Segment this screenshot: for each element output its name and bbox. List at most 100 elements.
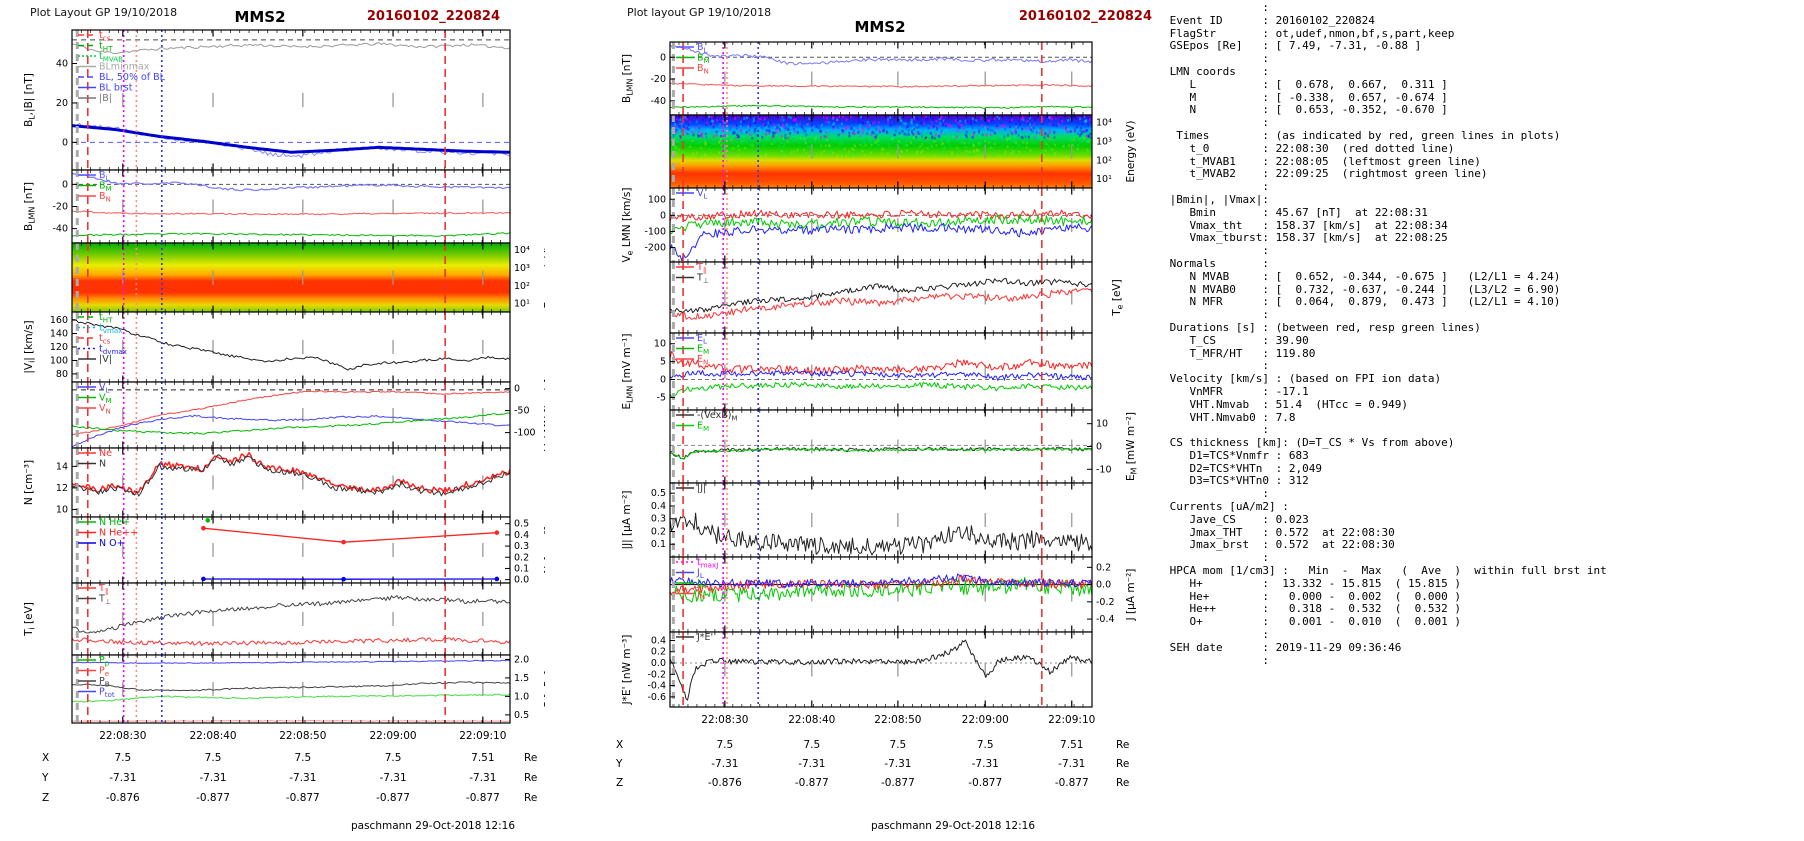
event-id-left: 20160102_220824 [366, 9, 500, 24]
svg-text:JN: JN [696, 589, 705, 602]
svg-text:VL: VL [697, 188, 708, 201]
svg-text:BL,|B| [nT]: BL,|B| [nT] [23, 73, 37, 127]
series-BL [71, 172, 511, 192]
svg-text:22:09:00: 22:09:00 [369, 730, 416, 742]
svg-text:-20: -20 [650, 74, 666, 85]
svg-text:7.5: 7.5 [977, 739, 994, 751]
svg-text:J*E' [nW m⁻³]: J*E' [nW m⁻³] [621, 635, 633, 706]
series-Tperp [71, 595, 511, 634]
svg-text:0: 0 [62, 179, 68, 190]
svg-text:10³: 10³ [514, 263, 530, 274]
series-VeM [669, 214, 1093, 234]
svg-text:tcs: tcs [99, 333, 111, 346]
svg-text:N [cm⁻³]: N [cm⁻³] [23, 460, 35, 505]
plot-layout-label-left: Plot Layout GP 19/10/2018 [30, 6, 178, 19]
svg-text:VN: VN [99, 403, 111, 416]
series-VexBM [669, 446, 1093, 460]
ephemeris-table: X 7.5 7.5 7.5 7.5 7.51 Re Y -7.31 -7.31 -7.31 -7.31… [41, 752, 537, 804]
svg-text:BM: BM [697, 53, 710, 66]
svg-text:0.3: 0.3 [514, 541, 529, 552]
svg-text:-0.4: -0.4 [647, 681, 666, 692]
series-EL [669, 370, 1093, 381]
svg-text:7.51: 7.51 [471, 752, 494, 764]
svg-text:22:08:30: 22:08:30 [99, 730, 146, 742]
svg-text:40: 40 [56, 59, 68, 70]
svg-text:-7.31: -7.31 [109, 772, 136, 784]
svg-text:7.5: 7.5 [890, 739, 907, 751]
svg-text:-10: -10 [1096, 464, 1112, 475]
svg-text:-50: -50 [514, 406, 530, 417]
svg-text:7.5: 7.5 [114, 752, 131, 764]
svg-text:-0.6: -0.6 [647, 692, 666, 703]
plot-column-middle: 0 -20 -40 BLMN [nT] BL BM BN 10⁴ 10³ 10² 10¹ Energy… [540, 0, 1165, 841]
svg-text:-20: -20 [52, 202, 68, 213]
svg-text:22:09:10: 22:09:10 [459, 730, 506, 742]
svg-text:Pe: Pe [99, 666, 109, 679]
series-Teperp [669, 277, 1093, 315]
svg-text:-7.31: -7.31 [1058, 758, 1085, 770]
svg-text:7.5: 7.5 [294, 752, 311, 764]
svg-text:0: 0 [660, 375, 666, 386]
series-JE [669, 639, 1093, 701]
svg-text:Energy (eV): Energy (eV) [1125, 121, 1137, 183]
svg-text:0.0: 0.0 [651, 658, 666, 669]
svg-text:10⁴: 10⁴ [514, 245, 530, 256]
svg-text:0.5: 0.5 [651, 488, 666, 499]
svg-text:BL: BL [99, 170, 110, 183]
svg-text:0.3: 0.3 [651, 514, 666, 525]
svg-text:EL: EL [697, 333, 707, 346]
svg-text:100: 100 [50, 355, 68, 366]
panel-vi-abs: 80 100 120 140 160 |Vi| [km/s] tHTtvmaxtcstdvm… [23, 311, 511, 383]
svg-text:0: 0 [660, 52, 666, 63]
svg-text:-7.31: -7.31 [379, 772, 406, 784]
svg-text:0.4: 0.4 [651, 635, 666, 646]
svg-text:-0.877: -0.877 [376, 792, 410, 804]
svg-text:0.1: 0.1 [651, 539, 666, 550]
series-JL [669, 573, 1093, 588]
svg-text:BM: BM [99, 181, 112, 194]
svg-text:22:09:10: 22:09:10 [1048, 714, 1095, 726]
svg-text:2.0: 2.0 [514, 654, 529, 665]
time-axis: 22:08:30 22:08:40 22:08:50 22:09:00 22:09:10 [99, 730, 506, 742]
svg-text:|J|: |J| [697, 483, 706, 494]
time-axis: 22:08:30 22:08:40 22:08:50 22:09:00 22:09:10 [701, 714, 1095, 726]
series-Ptot [71, 659, 511, 664]
svg-text:0.2: 0.2 [514, 552, 529, 563]
svg-text:|J| [µA m⁻²]: |J| [µA m⁻²] [621, 491, 633, 550]
svg-text:BLMN [nT]: BLMN [nT] [621, 54, 635, 103]
svg-text:BLminmax: BLminmax [99, 62, 150, 73]
series-EN [669, 351, 1093, 376]
svg-text:-100: -100 [514, 428, 536, 439]
series-VL [71, 414, 511, 447]
series-EM [669, 381, 1093, 398]
svg-text:7.5: 7.5 [385, 752, 402, 764]
svg-text:Ti [eV]: Ti [eV] [23, 602, 37, 637]
svg-text:Re: Re [524, 772, 537, 784]
svg-text:10³: 10³ [1096, 136, 1112, 147]
series-Pp [71, 693, 511, 703]
svg-text:0.5: 0.5 [514, 519, 529, 530]
svg-text:7.5: 7.5 [717, 739, 734, 751]
plot-layout-label-middle: Plot layout GP 19/10/2018 [627, 6, 772, 19]
svg-text:160: 160 [50, 315, 68, 326]
svg-text:Re: Re [1116, 777, 1129, 789]
event-id-middle: 20160102_220824 [1018, 9, 1152, 24]
svg-text:1.0: 1.0 [514, 691, 529, 702]
svg-text:Re: Re [524, 752, 537, 764]
svg-text:10: 10 [1096, 419, 1108, 430]
svg-text:1.5: 1.5 [514, 673, 529, 684]
panel-t-electron: Te [eV] T∥T⊥ [669, 261, 1125, 334]
panel-e-spectrogram: 10⁴ 10³ 10² 10¹ Energy (eV) [669, 114, 1137, 189]
svg-text:BLMN [nT]: BLMN [nT] [23, 182, 37, 231]
svg-text:7.5: 7.5 [803, 739, 820, 751]
svg-text:-200: -200 [644, 243, 666, 254]
plot-column-left: 0 20 40 BL,|B| [nT] tcs tHT tMVAB BLminmax BL, 5… [0, 0, 545, 841]
svg-text:-40: -40 [650, 96, 666, 107]
svg-text:Pp: Pp [99, 655, 110, 668]
svg-text:Ve LMN [km/s]: Ve LMN [km/s] [621, 188, 635, 263]
spectrogram [72, 243, 510, 312]
svg-text:T⊥: T⊥ [98, 594, 111, 607]
svg-text:-40: -40 [52, 224, 68, 235]
svg-text:-0.877: -0.877 [196, 792, 230, 804]
